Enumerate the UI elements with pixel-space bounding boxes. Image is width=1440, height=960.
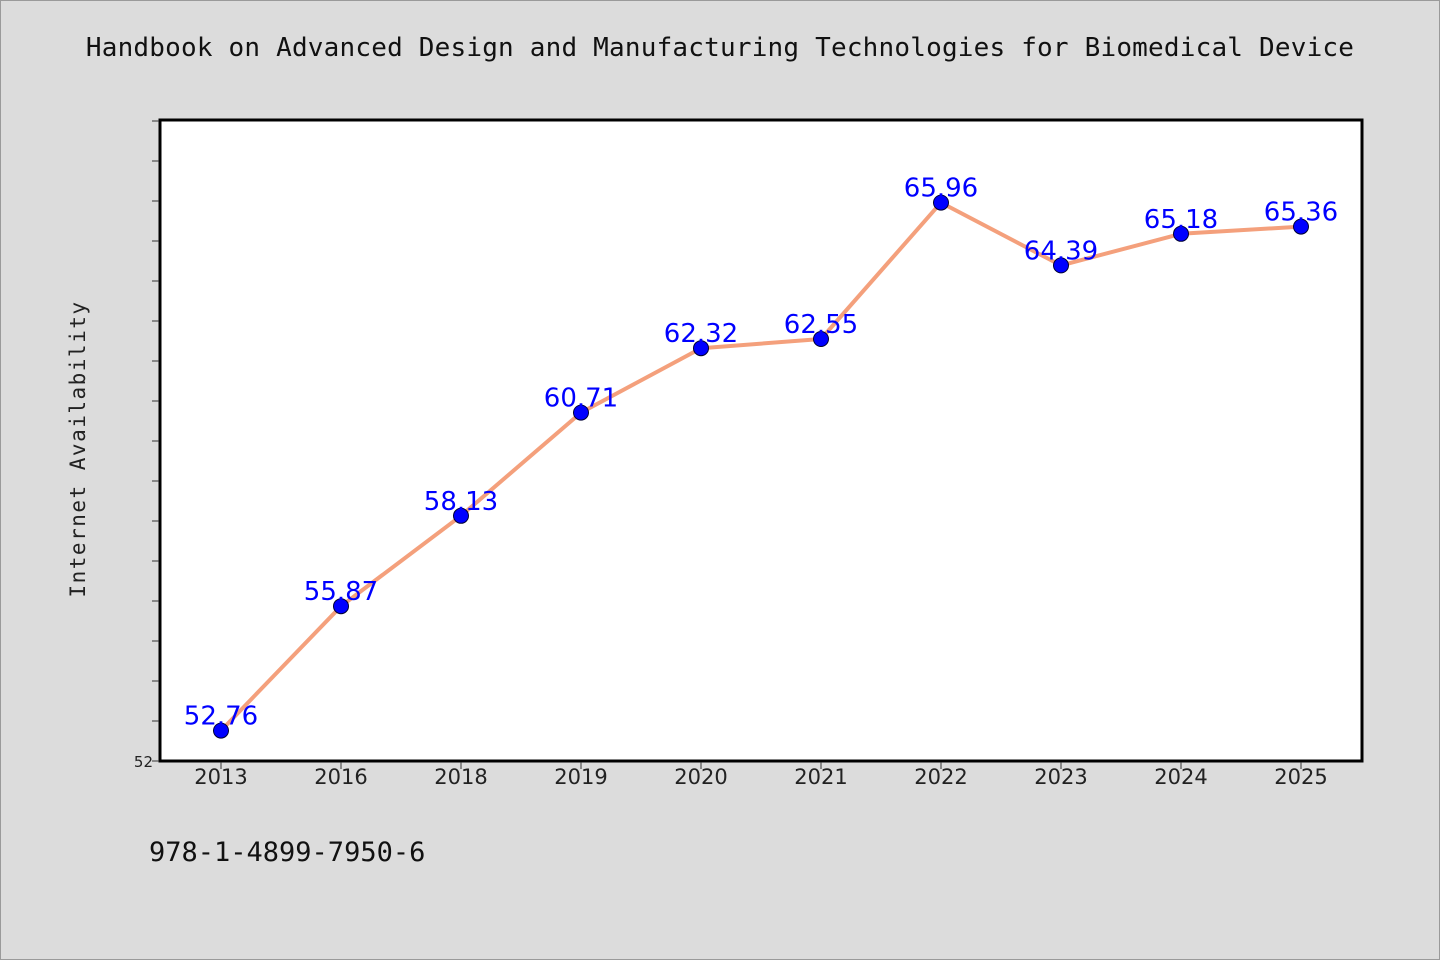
y-axis-ticks: 52 [134, 120, 159, 771]
data-label: 52.76 [184, 702, 258, 732]
data-point [573, 404, 589, 421]
plot-background [158, 118, 1364, 763]
series-markers [213, 194, 1309, 739]
data-point [933, 194, 949, 211]
x-tick-label: 2021 [794, 765, 847, 789]
data-point [813, 331, 829, 347]
data-point [1173, 225, 1189, 242]
x-tick-label: 2023 [1034, 765, 1087, 789]
x-tick-label: 2016 [314, 765, 367, 789]
data-label: 60.71 [544, 384, 618, 414]
data-point [333, 598, 349, 615]
data-point [1053, 257, 1069, 274]
data-point [213, 722, 229, 739]
y-tick-label: 52 [134, 753, 153, 771]
data-point [453, 507, 469, 524]
data-label: 65.36 [1264, 198, 1338, 228]
data-label: 62.32 [664, 319, 738, 349]
x-tick-label: 2022 [914, 765, 967, 789]
data-label: 58.13 [424, 487, 498, 517]
x-tick-label: 2018 [434, 765, 487, 789]
x-tick-label: 2013 [194, 765, 247, 789]
data-label: 62.55 [784, 310, 858, 340]
footer-isbn: 978-1-4899-7950-6 [149, 837, 426, 868]
x-tick-label: 2024 [1154, 765, 1207, 789]
series-line [219, 200, 1302, 732]
x-axis-ticks: 2013 2016 2018 2019 2020 2021 2022 2023 2024 2025 [194, 762, 1328, 789]
x-tick-label: 2019 [554, 765, 607, 789]
data-point [693, 340, 709, 357]
data-labels: 52.76 55.87 58.13 60.71 62.32 62.55 65.96 64.39… [184, 174, 1338, 732]
data-label: 65.96 [904, 174, 978, 204]
data-label: 64.39 [1024, 236, 1098, 266]
data-label: 65.18 [1144, 205, 1218, 235]
data-point [1293, 218, 1309, 235]
x-tick-label: 2025 [1274, 765, 1327, 789]
chart-title: Handbook on Advanced Design and Manufact… [85, 33, 1355, 63]
series-line-group [219, 200, 1302, 732]
x-tick-label: 2020 [674, 765, 727, 789]
data-label: 55.87 [304, 577, 378, 607]
